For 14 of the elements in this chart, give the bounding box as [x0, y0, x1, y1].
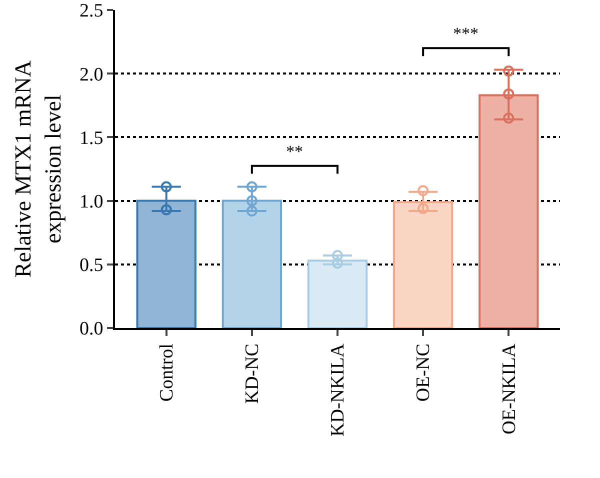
- x-tick-label: KD-NC: [242, 344, 264, 404]
- y-axis-title: Relative MTX1 mRNA expression level: [10, 60, 66, 278]
- y-tick-label: 1.0: [79, 191, 104, 212]
- y-tick-label: 2.5: [79, 0, 104, 22]
- y-tick-label: 0.5: [79, 255, 104, 276]
- y-tick-label: 2.0: [79, 64, 104, 86]
- annotation: ***: [453, 24, 478, 43]
- y-tick-label: 1.5: [79, 128, 104, 149]
- x-tick-label: KD-NKILA: [328, 343, 349, 436]
- annotation: **: [286, 142, 303, 161]
- x-tick-label: OE-NC: [413, 344, 434, 402]
- y-tick-label: 0.0: [79, 318, 104, 340]
- x-tick-label: OE-NKILA: [498, 343, 520, 434]
- x-tick-label: Control: [156, 344, 178, 402]
